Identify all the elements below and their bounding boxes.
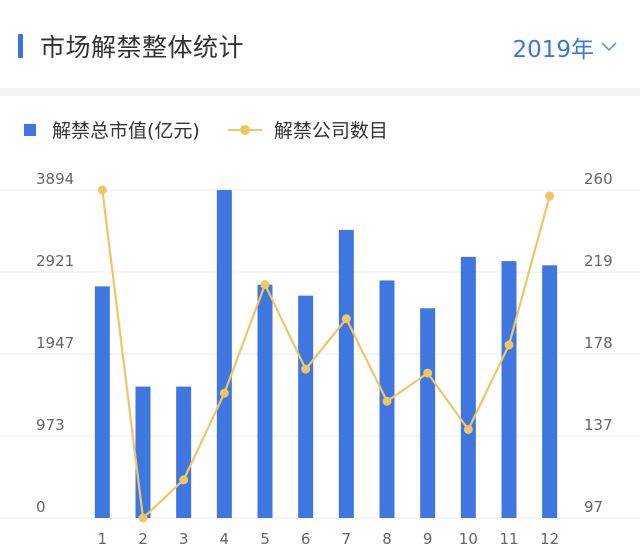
y-left-tick-label: 1947: [36, 334, 74, 352]
header: 市场解禁整体统计 2019年: [0, 0, 640, 92]
y-left-tick-label: 0: [36, 498, 46, 516]
y-left-tick-label: 973: [36, 416, 65, 434]
y-right-tick-label: 137: [584, 416, 613, 434]
line-swatch-icon: [227, 124, 262, 136]
x-tick-label: 12: [540, 530, 559, 548]
x-tick-label: 8: [382, 530, 392, 548]
point-company-count: [97, 185, 107, 195]
year-value: 2019年: [512, 37, 594, 63]
point-company-count: [341, 314, 351, 324]
bar-market-value: [542, 265, 558, 518]
point-company-count: [179, 475, 189, 485]
y-right-tick-label: 260: [584, 170, 613, 188]
point-company-count: [301, 364, 311, 374]
page-title: 市场解禁整体统计: [40, 33, 245, 62]
point-company-count: [423, 368, 433, 378]
bar-market-value: [501, 261, 517, 518]
x-tick-label: 9: [423, 530, 433, 548]
legend-label-market-value: 解禁总市值(亿元): [52, 120, 200, 142]
point-company-count: [545, 191, 555, 201]
x-tick-label: 4: [220, 530, 230, 548]
point-company-count: [463, 424, 473, 434]
x-tick-label: 10: [459, 530, 478, 548]
x-tick-label: 3: [179, 530, 189, 548]
x-tick-label: 6: [301, 530, 311, 548]
bar-market-value: [216, 190, 232, 518]
bar-market-value: [176, 386, 192, 518]
legend-label-company-count: 解禁公司数目: [273, 120, 388, 142]
point-company-count: [219, 388, 229, 398]
bar-swatch-icon: [24, 123, 36, 136]
bar-market-value: [94, 286, 110, 518]
bar-market-value: [135, 386, 151, 518]
point-company-count: [138, 513, 148, 523]
y-left-tick-label: 2921: [36, 252, 74, 270]
bar-market-value: [257, 284, 273, 518]
x-tick-label: 11: [499, 530, 518, 548]
y-right-tick-label: 219: [584, 252, 613, 270]
point-company-count: [260, 280, 270, 290]
x-tick-label: 1: [98, 530, 108, 548]
x-tick-label: 5: [260, 530, 270, 548]
year-selector[interactable]: 2019年: [512, 30, 618, 64]
x-tick-label: 2: [138, 530, 148, 548]
bar-market-value: [460, 256, 476, 518]
y-right-tick-label: 178: [584, 334, 613, 352]
legend-item-market-value[interactable]: 解禁总市值(亿元): [24, 116, 200, 143]
bar-market-value: [338, 229, 354, 519]
section-divider: [0, 88, 640, 96]
point-company-count: [504, 340, 514, 350]
title-accent-bar: [18, 34, 23, 58]
line-company-count: [101, 189, 551, 520]
chart-legend: 解禁总市值(亿元) 解禁公司数目: [24, 116, 416, 143]
point-company-count: [382, 396, 392, 406]
bar-market-value: [298, 295, 314, 518]
x-tick-label: 7: [342, 530, 352, 548]
bar-market-value: [420, 308, 436, 518]
legend-item-company-count[interactable]: 解禁公司数目: [227, 116, 388, 143]
y-right-tick-label: 97: [584, 498, 603, 516]
chevron-down-icon: [601, 42, 617, 52]
y-left-tick-label: 3894: [36, 170, 74, 188]
